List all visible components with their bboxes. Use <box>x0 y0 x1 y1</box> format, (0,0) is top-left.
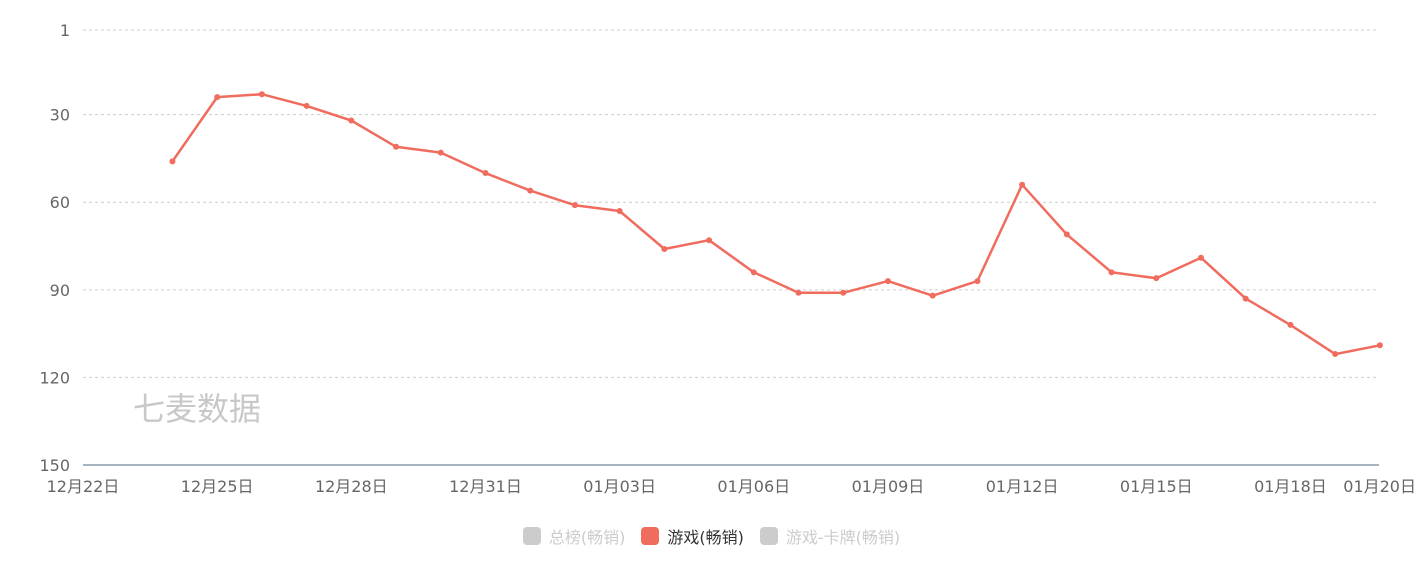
data-point[interactable] <box>661 245 668 252</box>
x-tick-label: 12月22日 <box>47 477 120 496</box>
data-point[interactable] <box>527 187 534 194</box>
legend-label: 游戏(畅销) <box>667 528 744 547</box>
grid-layer: 1 30 60 90 120 150 <box>39 21 1379 475</box>
x-tick-label: 01月03日 <box>583 477 656 496</box>
x-tick-label: 01月15日 <box>1120 477 1193 496</box>
legend-label: 总榜(畅销) <box>548 528 626 547</box>
x-tick-label: 01月06日 <box>717 477 790 496</box>
x-tick-label: 01月18日 <box>1254 477 1327 496</box>
data-point[interactable] <box>1153 275 1160 282</box>
series-line <box>171 92 1381 356</box>
x-tick-label: 12月25日 <box>181 477 254 496</box>
x-tick-label: 01月09日 <box>852 477 925 496</box>
legend-item[interactable]: 游戏-卡牌(畅销) <box>759 524 901 548</box>
legend-item[interactable]: 游戏(畅销) <box>641 524 744 548</box>
y-tick-label: 90 <box>50 281 70 300</box>
data-point[interactable] <box>795 289 802 296</box>
legend-swatch <box>522 527 541 545</box>
data-point[interactable] <box>706 237 713 244</box>
watermark: 七麦数据 <box>133 390 261 428</box>
data-point[interactable] <box>750 269 757 276</box>
data-point[interactable] <box>258 91 265 98</box>
series-layer <box>169 91 1383 358</box>
data-point[interactable] <box>1376 342 1383 349</box>
x-tick-label: 12月28日 <box>315 477 388 496</box>
x-tick-label: 12月31日 <box>449 477 522 496</box>
data-point[interactable] <box>1108 269 1115 276</box>
legend-swatch <box>641 527 660 545</box>
data-point[interactable] <box>482 170 489 177</box>
data-point[interactable] <box>616 208 623 215</box>
y-tick-label: 30 <box>50 106 70 125</box>
legend: 总榜(畅销) 游戏(畅销) 游戏-卡牌(畅销) <box>0 524 1423 548</box>
data-point[interactable] <box>393 143 400 150</box>
x-tick-label: 01月12日 <box>986 477 1059 496</box>
data-point[interactable] <box>1287 321 1294 328</box>
data-point[interactable] <box>437 149 444 156</box>
data-point[interactable] <box>169 158 176 165</box>
y-tick-label: 150 <box>39 456 70 475</box>
data-point[interactable] <box>348 117 355 124</box>
data-point[interactable] <box>1242 295 1249 302</box>
data-point[interactable] <box>571 202 578 209</box>
data-point[interactable] <box>1019 181 1026 188</box>
x-axis: 12月22日 12月25日 12月28日 12月31日 01月03日 01月06日 01月0… <box>47 464 1416 496</box>
data-point[interactable] <box>929 292 936 299</box>
legend-swatch <box>759 527 778 545</box>
data-point[interactable] <box>1332 351 1339 358</box>
data-point[interactable] <box>974 278 981 285</box>
data-point[interactable] <box>214 94 221 101</box>
legend-label: 游戏-卡牌(畅销) <box>785 528 901 547</box>
y-tick-label: 1 <box>60 21 70 40</box>
data-point[interactable] <box>884 278 891 285</box>
data-point[interactable] <box>1198 254 1204 261</box>
y-tick-label: 120 <box>39 368 70 387</box>
y-tick-label: 60 <box>50 193 70 212</box>
data-point[interactable] <box>303 102 310 109</box>
data-point[interactable] <box>840 289 847 296</box>
data-point[interactable] <box>1063 231 1070 238</box>
x-tick-label: 01月20日 <box>1343 477 1416 496</box>
legend-item[interactable]: 总榜(畅销) <box>522 524 626 548</box>
